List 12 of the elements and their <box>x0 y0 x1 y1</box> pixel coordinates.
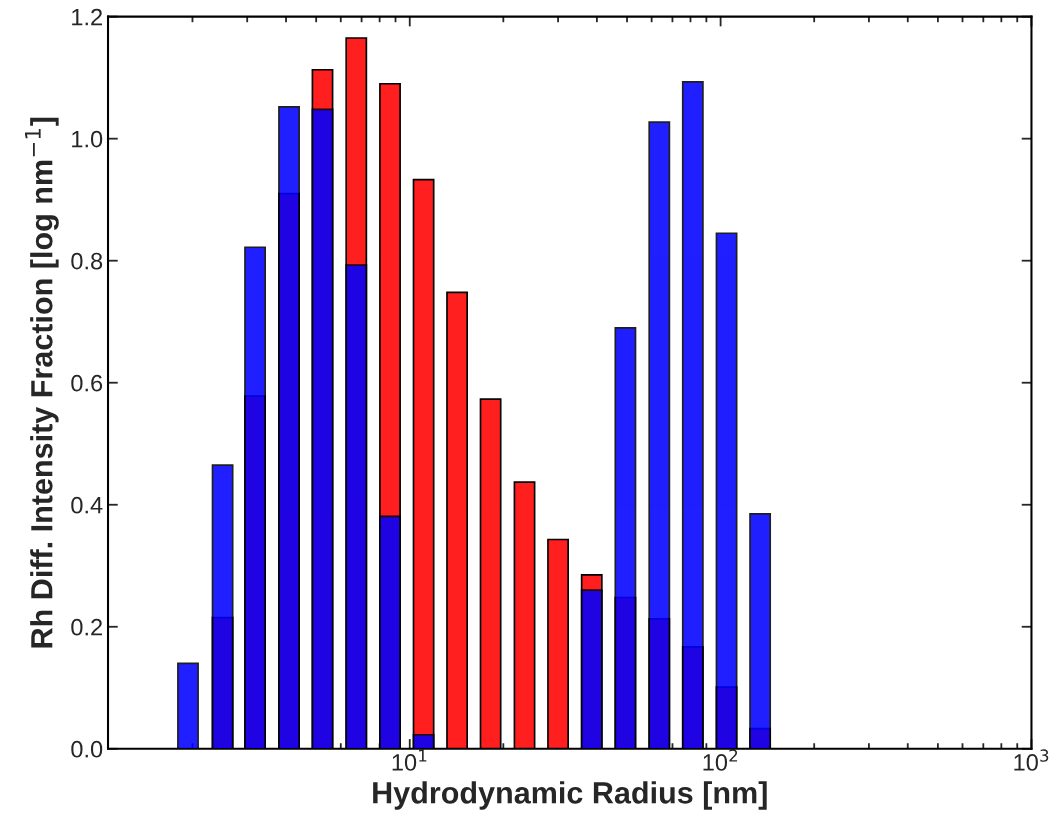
y-tick-label: 0.2 <box>71 618 102 636</box>
x-tick-label: 10$^{2}$ <box>703 749 738 771</box>
y-tick-label: 1.0 <box>72 130 103 148</box>
x-tick-label: 10$^{1}$ <box>392 749 427 771</box>
y-tick-label: 0.8 <box>71 252 103 270</box>
x-axis-title: Hydrodynamic Radius [nm] <box>373 781 767 810</box>
y-tick-label: 0.4 <box>71 496 103 514</box>
y-tick-label: 0.0 <box>71 740 103 758</box>
y-axis-title: Rh Diff. Intensity Fraction [log nm$^{−1}$] <box>25 117 59 648</box>
y-tick-label: 0.6 <box>71 374 103 392</box>
x-tick-label: 10$^{3}$ <box>1014 749 1049 771</box>
y-tick-label: 1.2 <box>72 8 102 26</box>
